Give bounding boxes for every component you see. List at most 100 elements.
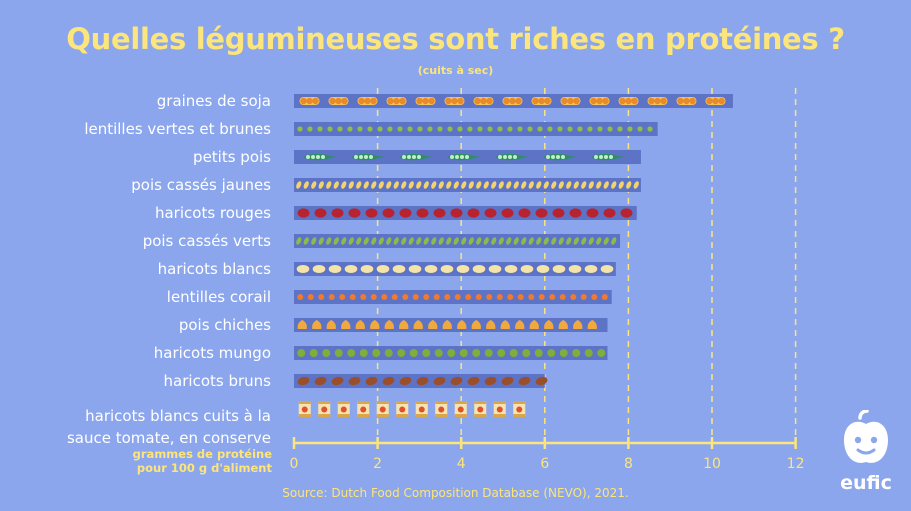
coral-lentil-icon	[454, 294, 461, 300]
kidney-bean-red-icon	[348, 208, 361, 218]
split-pea-yellow-icon	[401, 181, 407, 189]
pea-pod-icon	[543, 153, 577, 161]
pea-pod-icon	[495, 153, 529, 161]
kidney-bean-red-icon	[365, 208, 378, 218]
split-pea-green-icon	[348, 237, 354, 245]
brown-bean-icon	[314, 376, 327, 386]
lentil-dot-icon	[367, 126, 373, 132]
kidney-bean-red-icon	[399, 208, 412, 218]
lentil-dot-icon	[597, 126, 603, 132]
lentil-dot-icon	[347, 126, 353, 132]
split-pea-yellow-icon	[378, 181, 384, 189]
bar-pattern	[297, 376, 548, 386]
white-bean-icon	[456, 265, 470, 273]
soybean-pod-icon	[473, 97, 494, 105]
kidney-bean-red-icon	[518, 208, 531, 218]
baked-beans-can-icon	[357, 401, 370, 417]
split-pea-yellow-icon	[296, 181, 302, 189]
mung-bean-icon	[372, 349, 381, 357]
split-pea-green-icon	[468, 237, 474, 245]
split-pea-green-icon	[543, 237, 549, 245]
soybean-pod-icon	[328, 97, 349, 105]
split-pea-green-icon	[438, 237, 444, 245]
chickpea-icon	[428, 320, 438, 329]
chickpea-icon	[413, 320, 423, 329]
chickpea-icon	[529, 320, 539, 329]
coral-lentil-icon	[381, 294, 388, 300]
mung-bean-icon	[334, 349, 343, 357]
coral-lentil-icon	[486, 294, 493, 300]
coral-lentil-icon	[538, 294, 545, 300]
baked-beans-can-icon	[318, 401, 331, 417]
kidney-bean-red-icon	[501, 208, 514, 218]
bar-pattern	[297, 294, 608, 300]
lentil-dot-icon	[397, 126, 403, 132]
lentil-dot-icon	[527, 126, 533, 132]
baked-beans-can-icon	[298, 401, 311, 417]
baked-beans-can-icon	[493, 401, 506, 417]
split-pea-yellow-icon	[633, 181, 639, 189]
coral-lentil-icon	[391, 294, 398, 300]
coral-lentil-icon	[507, 294, 514, 300]
split-pea-green-icon	[446, 237, 452, 245]
coral-lentil-icon	[570, 294, 577, 300]
chickpea-icon	[558, 320, 568, 329]
category-label: graines de soja	[157, 92, 271, 110]
brown-bean-icon	[416, 376, 429, 386]
kidney-bean-red-icon	[620, 208, 633, 218]
baked-beans-can-icon	[454, 401, 467, 417]
split-pea-yellow-icon	[573, 181, 579, 189]
lentil-dot-icon	[297, 126, 303, 132]
pea-pod-icon	[399, 153, 433, 161]
kidney-bean-red-icon	[467, 208, 480, 218]
split-pea-yellow-icon	[566, 181, 572, 189]
split-pea-yellow-icon	[461, 181, 467, 189]
lentil-dot-icon	[447, 126, 453, 132]
x-tick-label: 10	[703, 456, 721, 472]
baked-beans-can-icon	[415, 401, 428, 417]
baked-beans-can-icon	[435, 401, 448, 417]
coral-lentil-icon	[549, 294, 556, 300]
mung-bean-icon	[422, 349, 431, 357]
lentil-dot-icon	[457, 126, 463, 132]
mung-bean-icon	[359, 349, 368, 357]
split-pea-yellow-icon	[521, 181, 527, 189]
chickpea-icon	[370, 320, 380, 329]
soybean-pod-icon	[444, 97, 465, 105]
lentil-dot-icon	[537, 126, 543, 132]
x-tick-label: 4	[457, 456, 466, 472]
coral-lentil-icon	[318, 294, 325, 300]
split-pea-green-icon	[303, 237, 309, 245]
chickpea-icon	[399, 320, 409, 329]
chickpea-icon	[486, 320, 496, 329]
mung-bean-icon	[347, 349, 356, 357]
split-pea-green-icon	[521, 237, 527, 245]
mung-bean-icon	[434, 349, 443, 357]
soybean-pod-icon	[618, 97, 639, 105]
split-pea-yellow-icon	[363, 181, 369, 189]
kidney-bean-red-icon	[484, 208, 497, 218]
split-pea-green-icon	[611, 237, 617, 245]
split-pea-yellow-icon	[528, 181, 534, 189]
mung-bean-icon	[497, 349, 506, 357]
split-pea-green-icon	[311, 237, 317, 245]
coral-lentil-icon	[601, 294, 608, 300]
soybean-pod-icon	[531, 97, 552, 105]
split-pea-yellow-icon	[618, 181, 624, 189]
split-pea-yellow-icon	[468, 181, 474, 189]
mung-bean-icon	[547, 349, 556, 357]
split-pea-green-icon	[423, 237, 429, 245]
kidney-bean-red-icon	[382, 208, 395, 218]
brown-bean-icon	[433, 376, 446, 386]
split-pea-yellow-icon	[491, 181, 497, 189]
white-bean-icon	[328, 265, 342, 273]
chickpea-icon	[326, 320, 336, 329]
coral-lentil-icon	[528, 294, 535, 300]
mung-bean-icon	[584, 349, 593, 357]
lentil-dot-icon	[437, 126, 443, 132]
split-pea-yellow-icon	[476, 181, 482, 189]
split-pea-yellow-icon	[333, 181, 339, 189]
split-pea-yellow-icon	[581, 181, 587, 189]
category-label: haricots mungo	[154, 344, 271, 362]
brown-bean-icon	[348, 376, 361, 386]
